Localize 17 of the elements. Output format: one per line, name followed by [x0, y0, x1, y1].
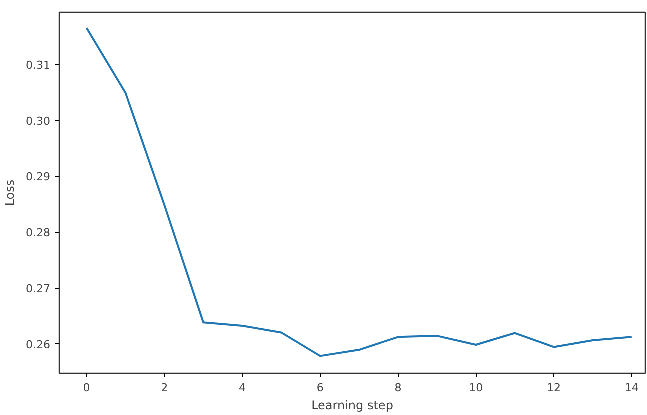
x-tick-label: 4 — [239, 382, 246, 394]
x-tick-label: 8 — [394, 382, 402, 394]
x-tick-label: 14 — [624, 382, 639, 394]
y-tick-label: 0.31 — [26, 58, 51, 72]
x-tick-label: 12 — [547, 382, 561, 394]
x-tick-label: 10 — [469, 382, 484, 394]
y-tick-label: 0.28 — [26, 226, 51, 240]
y-axis-title: Loss — [3, 180, 18, 206]
y-tick-label: 0.29 — [26, 170, 51, 184]
line-series — [86, 27, 633, 358]
y-tick-label: 0.30 — [26, 114, 51, 128]
x-tick-label: 2 — [161, 382, 168, 394]
y-tick-label: 0.26 — [26, 338, 51, 352]
x-axis-title: Learning step — [312, 398, 394, 412]
x-tick-label: 0 — [83, 382, 90, 394]
y-tick-label: 0.27 — [26, 282, 51, 296]
x-tick-label: 6 — [316, 382, 324, 394]
